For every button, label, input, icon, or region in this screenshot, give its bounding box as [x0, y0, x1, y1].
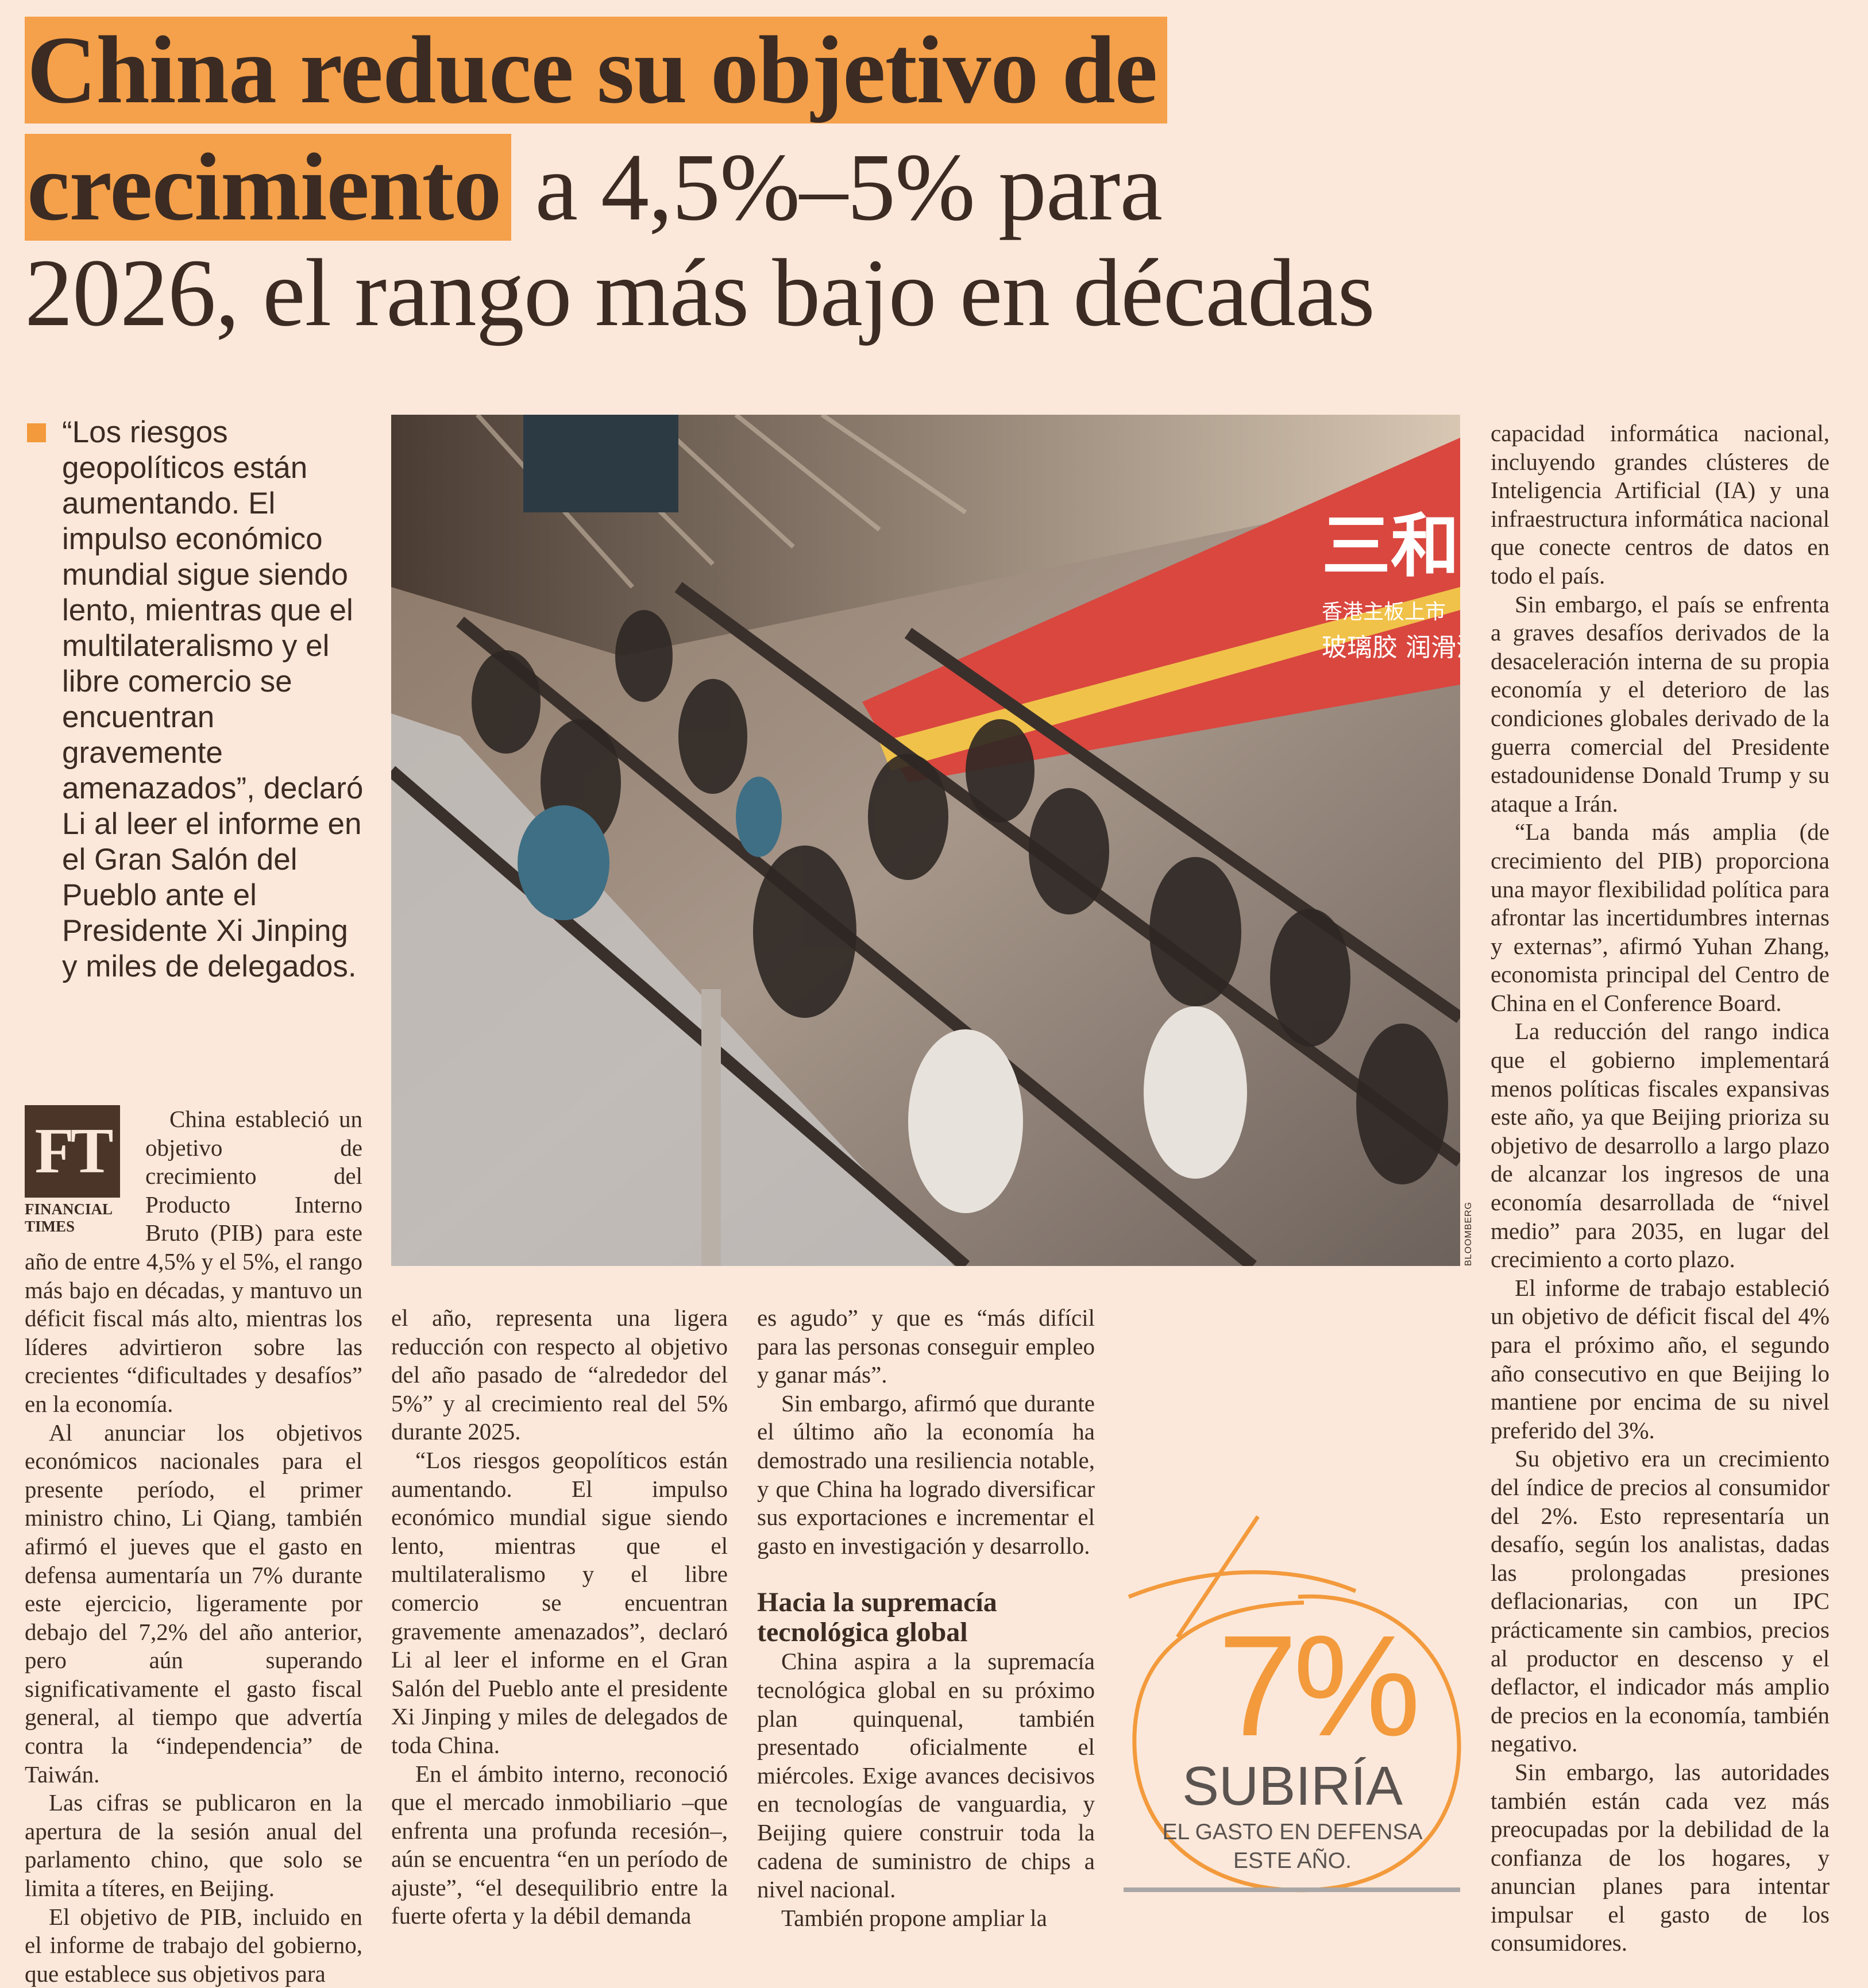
- financial-times-name: FINANCIAL TIMES: [25, 1200, 112, 1235]
- paragraph: En el ámbito interno, reconoció que el m…: [391, 1760, 728, 1929]
- article-column-1: China estableció un objetivo de crecimie…: [25, 1105, 362, 1988]
- callout-verb: SUBIRÍA: [1182, 1755, 1403, 1817]
- paragraph: Su objetivo era un crecimiento del índic…: [1491, 1445, 1830, 1757]
- paragraph: “La banda más amplia (de crecimiento del…: [1491, 819, 1830, 1016]
- callout-caption: EL GASTO EN DEFENSA ESTE AÑO.: [1162, 1820, 1423, 1873]
- headline-line-3: 2026, el rango más bajo en décadas: [25, 240, 1375, 346]
- billboard-subtext: 香港主板上市: [1322, 600, 1446, 624]
- callout-rule: [1124, 1887, 1460, 1892]
- paragraph: Al anunciar los objetivos económicos nac…: [25, 1419, 362, 1788]
- paragraph: China estableció un objetivo de crecimie…: [25, 1106, 362, 1417]
- paragraph: “Los riesgos geopolíticos están aumentan…: [391, 1446, 728, 1758]
- escalator-photo-image: 三和 香港主板上市 玻璃胶 润滑油: [391, 415, 1460, 1266]
- paragraph: El objetivo de PIB, incluido en el infor…: [25, 1903, 362, 1987]
- article-column-4: capacidad informática nacional, incluyen…: [1491, 419, 1830, 1958]
- billboard-subtext-2: 玻璃胶 润滑油: [1322, 633, 1460, 662]
- paragraph: capacidad informática nacional, incluyen…: [1491, 420, 1830, 589]
- headline-highlight-1: China reduce su objetivo de: [25, 17, 1168, 123]
- article-column-2: el año, representa una ligera reducción …: [391, 1304, 728, 1931]
- paragraph: China aspira a la supremacía tecnológica…: [757, 1648, 1095, 1903]
- financial-times-logo: FT: [25, 1105, 120, 1198]
- billboard: [862, 438, 1460, 782]
- headline-highlight-2: crecimiento: [25, 134, 512, 241]
- callout-figure: 7%: [1218, 1605, 1421, 1766]
- paragraph: La reducción del rango indica que el gob…: [1491, 1018, 1830, 1273]
- photo-credit: BLOOMBERG: [1464, 1201, 1473, 1266]
- paragraph: Las cifras se publicaron en la apertura …: [25, 1789, 362, 1902]
- paragraph: el año, representa una ligera reducción …: [391, 1304, 728, 1445]
- paragraph: El informe de trabajo estableció un obje…: [1491, 1274, 1830, 1443]
- escalator-photo: 三和 香港主板上市 玻璃胶 润滑油: [391, 415, 1460, 1266]
- billboard-text: 三和: [1322, 507, 1460, 586]
- pullquote: “Los riesgos geopolíticos están aumentan…: [62, 415, 364, 983]
- paragraph: Sin embargo, afirmó que durante el últim…: [757, 1389, 1095, 1559]
- headline: China reduce su objetivo de crecimiento …: [25, 17, 1576, 346]
- pullquote-bullet-icon: [27, 423, 46, 442]
- subheading: Hacia la supremacía tecnológica global: [757, 1587, 997, 1648]
- paragraph: También propone ampliar la: [781, 1904, 1047, 1931]
- article-column-3: es agudo” y que es “más difícil para las…: [757, 1304, 1095, 1932]
- headline-rest-2: a 4,5%–5% para: [511, 134, 1163, 241]
- paragraph: es agudo” y que es “más difícil para las…: [757, 1304, 1095, 1388]
- paragraph: Sin embargo, el país se enfrenta a grave…: [1491, 590, 1830, 817]
- paragraph: Sin embargo, las autoridades también est…: [1491, 1758, 1830, 1956]
